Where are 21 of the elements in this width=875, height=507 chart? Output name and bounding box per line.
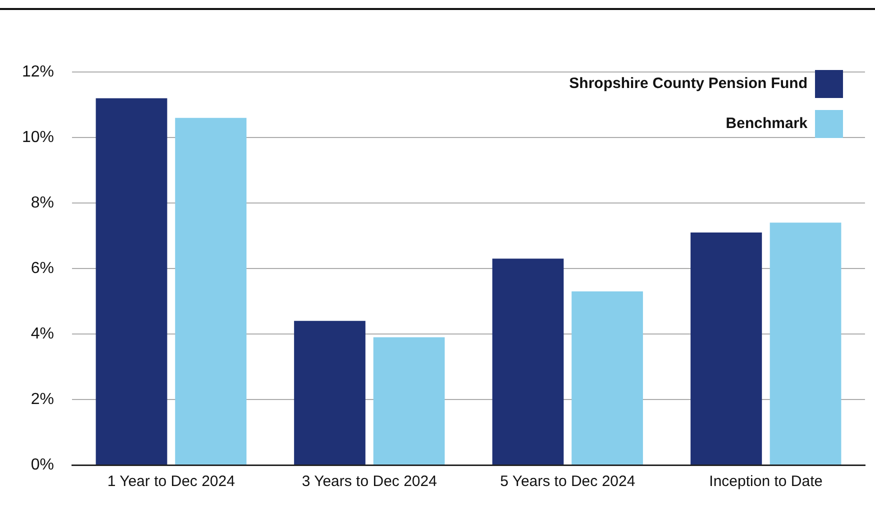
y-tick-label: 0% (30, 456, 54, 474)
x-tick-label: Inception to Date (709, 473, 823, 490)
bar (373, 337, 445, 464)
bar (572, 291, 643, 464)
y-tick-label: 8% (30, 194, 54, 212)
y-tick-label: 12% (22, 63, 54, 80)
y-tick-label: 2% (30, 390, 54, 408)
bar (96, 98, 168, 464)
bar (175, 118, 246, 464)
y-tick-label: 10% (22, 128, 54, 146)
y-tick-label: 6% (30, 260, 54, 277)
bar (770, 222, 842, 464)
legend-label: Shropshire County Pension Fund (569, 75, 808, 92)
x-tick-label: 3 Years to Dec 2024 (302, 473, 437, 490)
bar (294, 320, 366, 464)
legend-label: Benchmark (726, 115, 808, 132)
x-tick-label: 5 Years to Dec 2024 (500, 473, 636, 490)
bar (690, 232, 762, 464)
x-tick-label: 1 Year to Dec 2024 (107, 473, 235, 490)
bar (492, 258, 564, 464)
y-tick-label: 4% (30, 325, 54, 342)
